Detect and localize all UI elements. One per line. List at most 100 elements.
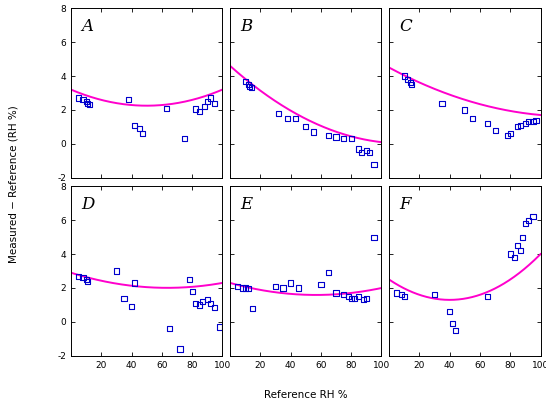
Text: C: C	[400, 18, 412, 35]
Point	[400, 293, 408, 300]
Point	[191, 300, 199, 306]
Point	[358, 149, 366, 155]
Text: D: D	[81, 196, 95, 213]
Point	[370, 234, 378, 240]
Point	[331, 134, 340, 140]
Point	[238, 285, 246, 291]
Point	[74, 95, 83, 101]
Point	[506, 130, 515, 137]
Point	[112, 268, 121, 274]
Point	[362, 295, 371, 301]
Point	[127, 303, 136, 310]
Point	[438, 100, 447, 106]
Point	[529, 119, 537, 125]
Point	[324, 270, 333, 276]
Point	[79, 274, 87, 281]
Point	[403, 76, 412, 83]
Point	[452, 327, 460, 334]
Point	[195, 302, 204, 308]
Point	[203, 98, 212, 105]
Text: B: B	[241, 18, 253, 35]
Point	[359, 297, 367, 303]
Point	[339, 292, 348, 298]
Text: Reference RH %: Reference RH %	[264, 390, 348, 400]
Point	[176, 346, 185, 352]
Point	[446, 308, 454, 315]
Point	[211, 100, 219, 106]
Point	[74, 273, 83, 279]
Point	[317, 281, 325, 288]
Point	[286, 280, 295, 286]
Point	[301, 124, 310, 130]
Text: Measured − Reference (RH %): Measured − Reference (RH %)	[9, 105, 19, 263]
Point	[241, 285, 250, 291]
Point	[430, 292, 439, 298]
Point	[291, 115, 300, 122]
Point	[511, 254, 519, 261]
Text: E: E	[241, 196, 253, 213]
Point	[130, 122, 139, 128]
Point	[397, 292, 406, 298]
Point	[233, 283, 242, 290]
Point	[248, 305, 257, 312]
Point	[84, 278, 92, 285]
Point	[354, 293, 363, 300]
Point	[162, 105, 171, 112]
Point	[271, 283, 280, 290]
Point	[130, 280, 139, 286]
Point	[82, 276, 91, 283]
Point	[518, 234, 527, 240]
Point	[517, 247, 525, 254]
Point	[524, 119, 533, 125]
Point	[370, 161, 378, 167]
Point	[198, 298, 207, 305]
Point	[521, 120, 530, 127]
Point	[483, 293, 492, 300]
Point	[82, 98, 91, 105]
Point	[124, 97, 133, 103]
Point	[529, 213, 537, 220]
Point	[188, 288, 197, 294]
Point	[138, 130, 146, 137]
Point	[247, 85, 256, 91]
Point	[506, 251, 515, 257]
Point	[135, 125, 144, 132]
Point	[244, 81, 253, 88]
Point	[354, 146, 363, 152]
Point	[468, 115, 477, 122]
Point	[206, 300, 215, 306]
Point	[79, 97, 87, 103]
Point	[513, 124, 522, 130]
Text: F: F	[400, 196, 411, 213]
Point	[365, 149, 374, 155]
Point	[180, 135, 189, 142]
Point	[392, 290, 401, 297]
Point	[324, 132, 333, 139]
Point	[84, 100, 92, 106]
Point	[211, 304, 219, 311]
Point	[283, 115, 292, 122]
Point	[483, 120, 492, 127]
Point	[347, 295, 355, 301]
Point	[491, 127, 500, 134]
Point	[460, 107, 469, 113]
Point	[206, 95, 215, 101]
Point	[85, 101, 93, 108]
Point	[120, 295, 128, 301]
Point	[274, 110, 283, 117]
Point	[350, 295, 359, 301]
Text: A: A	[81, 18, 93, 35]
Point	[278, 285, 287, 291]
Point	[309, 129, 318, 135]
Point	[406, 79, 414, 86]
Point	[513, 242, 522, 249]
Point	[524, 217, 533, 223]
Point	[503, 132, 512, 139]
Point	[532, 117, 541, 124]
Point	[400, 73, 408, 79]
Point	[195, 108, 204, 115]
Point	[517, 122, 525, 128]
Point	[362, 147, 371, 154]
Point	[245, 83, 254, 90]
Point	[521, 220, 530, 227]
